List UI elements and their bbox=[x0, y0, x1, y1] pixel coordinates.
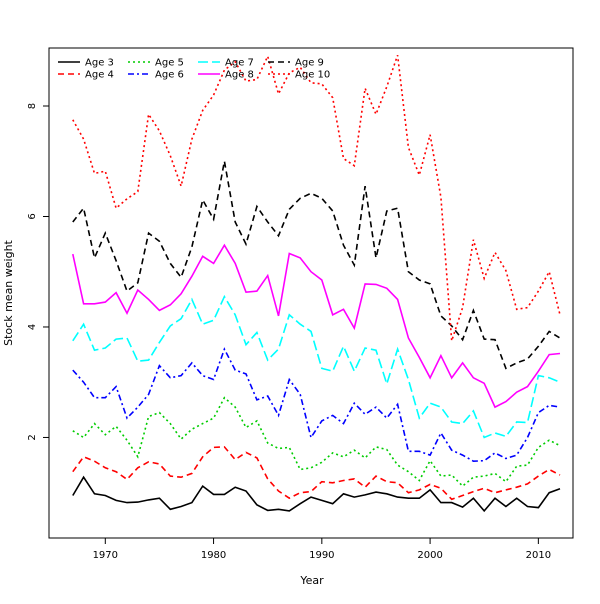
series-line-age-10 bbox=[72, 54, 561, 342]
legend-item: Age 3 bbox=[58, 58, 114, 69]
legend-label: Age 5 bbox=[155, 58, 184, 69]
y-tick-label: 4 bbox=[27, 324, 38, 330]
legend-label: Age 9 bbox=[295, 58, 324, 69]
legend-item: Age 7 bbox=[198, 58, 254, 69]
series-line-age-5 bbox=[72, 396, 561, 488]
legend-label: Age 7 bbox=[225, 58, 254, 69]
y-tick-label: 8 bbox=[27, 103, 38, 109]
x-tick-label: 1990 bbox=[309, 550, 334, 561]
legend-item: Age 10 bbox=[268, 70, 330, 81]
series-line-age-4 bbox=[72, 446, 561, 501]
legend-label: Age 10 bbox=[295, 70, 330, 81]
legend-item: Age 5 bbox=[128, 58, 184, 69]
x-tick-label: 2010 bbox=[526, 550, 551, 561]
x-tick-label: 1980 bbox=[201, 550, 226, 561]
y-tick-label: 2 bbox=[27, 434, 38, 440]
plot-lines bbox=[72, 54, 561, 513]
legend-label: Age 3 bbox=[85, 58, 114, 69]
legend-item: Age 9 bbox=[268, 58, 324, 69]
series-line-age-6 bbox=[72, 347, 561, 463]
x-tick-label: 1970 bbox=[93, 550, 118, 561]
x-axis-label: Year bbox=[299, 574, 324, 587]
legend-item: Age 6 bbox=[128, 70, 184, 81]
series-line-age-9 bbox=[72, 161, 561, 370]
y-axis: 2 4 6 8 bbox=[27, 103, 49, 441]
plot-frame bbox=[48, 47, 574, 539]
legend-item: Age 8 bbox=[198, 70, 254, 81]
legend-item: Age 4 bbox=[58, 70, 114, 81]
series-line-age-8 bbox=[72, 243, 561, 409]
series-line-age-7 bbox=[72, 294, 561, 439]
x-axis: 1970 1980 1990 2000 2010 bbox=[93, 538, 551, 561]
legend-label: Age 4 bbox=[85, 70, 114, 81]
series-line-age-3 bbox=[72, 475, 561, 513]
legend-label: Age 6 bbox=[155, 70, 184, 81]
y-tick-label: 6 bbox=[27, 213, 38, 219]
y-axis-label: Stock mean weight bbox=[2, 239, 15, 345]
legend-label: Age 8 bbox=[225, 70, 254, 81]
x-tick-label: 2000 bbox=[417, 550, 442, 561]
